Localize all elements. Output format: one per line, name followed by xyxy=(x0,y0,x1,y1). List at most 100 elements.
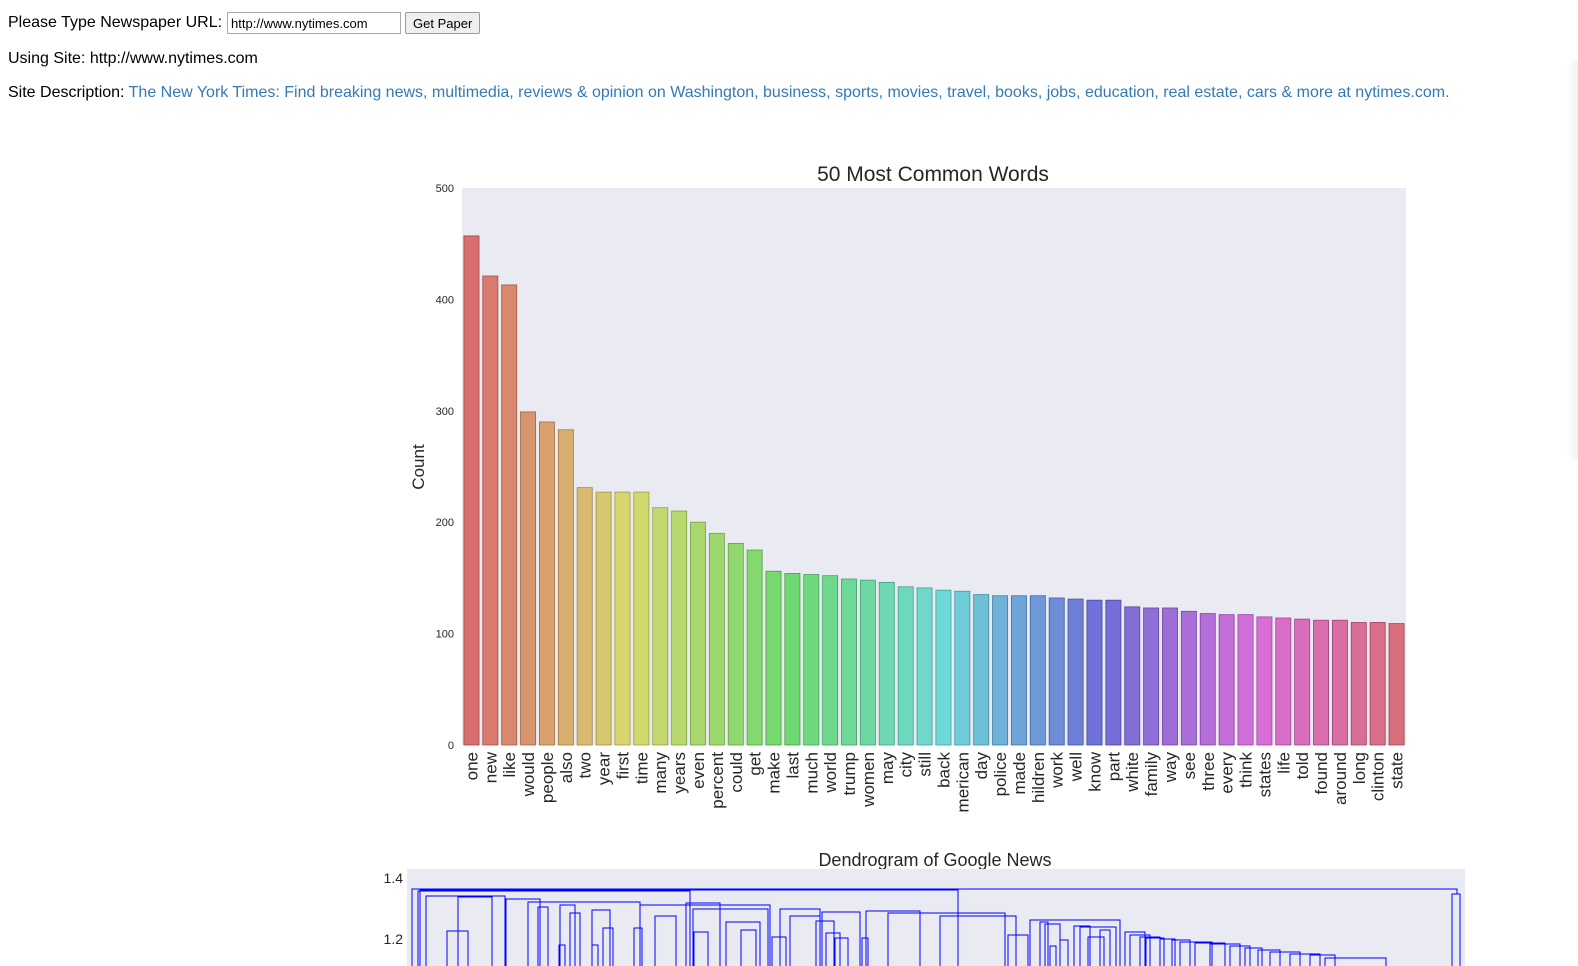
bar-x-tick-label: way xyxy=(1161,752,1180,784)
site-description-label: Site Description: xyxy=(8,84,125,101)
bar-found xyxy=(1313,619,1329,746)
dendrogram-link xyxy=(537,906,549,966)
bar-world xyxy=(822,575,839,746)
using-site-value: http://www.nytimes.com xyxy=(89,50,258,67)
bar-white xyxy=(1124,606,1141,746)
dendrogram-link xyxy=(558,944,566,966)
site-description-line: Site Description: The New York Times: Fi… xyxy=(8,84,1450,102)
bar-would xyxy=(520,411,537,746)
dendrogram-link xyxy=(527,901,641,966)
bar-three xyxy=(1199,613,1216,746)
dendrogram-link xyxy=(1451,893,1461,966)
dendrogram-link xyxy=(1007,934,1029,966)
dendrogram-link xyxy=(1179,941,1213,966)
dendrogram-link xyxy=(1039,921,1049,966)
bar-clinton xyxy=(1369,622,1386,746)
bar-x-tick-label: police xyxy=(991,752,1010,796)
bar-x-tick-label: merican xyxy=(953,752,972,812)
bar-x-tick-label: many xyxy=(651,752,670,794)
dendrogram-link xyxy=(1159,938,1176,966)
dendrogram-y-tick-label: 1.4 xyxy=(384,870,404,886)
dendrogram-link xyxy=(1171,939,1191,966)
dendrogram-links xyxy=(411,888,1461,966)
page-edge-shadow xyxy=(1566,60,1578,460)
bar-like xyxy=(501,284,518,746)
bar-x-tick-label: trump xyxy=(840,752,859,795)
dendrogram-link xyxy=(725,921,761,966)
dendrogram-y-tick-label: 1.2 xyxy=(384,931,404,947)
bar-work xyxy=(1048,597,1065,746)
dendrogram-link xyxy=(417,890,691,966)
bar-also xyxy=(557,429,574,746)
dendrogram-link xyxy=(861,937,869,966)
bar-think xyxy=(1237,614,1254,746)
bar-x-tick-label: world xyxy=(821,752,840,794)
get-paper-button[interactable]: Get Paper xyxy=(405,12,481,34)
dendrogram-link xyxy=(1139,936,1161,966)
bar-x-tick-label: also xyxy=(557,752,576,783)
dendrogram-link xyxy=(633,927,643,966)
bar-x-tick-label: still xyxy=(916,752,935,777)
bar-much xyxy=(803,574,820,746)
bar-get xyxy=(746,549,763,746)
dendrogram-title: Dendrogram of Google News xyxy=(818,850,1051,870)
bar-many xyxy=(652,507,669,746)
dendrogram-link xyxy=(505,898,541,966)
dendrogram-link xyxy=(1289,953,1321,966)
dendrogram-link xyxy=(825,932,841,966)
bar-x-tick-label: life xyxy=(1274,752,1293,774)
bar-well xyxy=(1067,598,1084,746)
using-site-label: Using Site: xyxy=(8,50,86,67)
url-input[interactable] xyxy=(227,12,402,34)
dendrogram-y-axis: 1.2 1.4 xyxy=(384,870,404,947)
dendrogram-plot-area xyxy=(407,869,1465,966)
bar-chart-y-label: Count xyxy=(409,444,428,490)
bar-two xyxy=(576,487,593,746)
bar-x-tick-label: even xyxy=(689,752,708,789)
bar-x-tick-label: city xyxy=(897,752,916,778)
dendrogram-link xyxy=(815,920,835,966)
bar-x-tick-label: found xyxy=(1312,752,1331,795)
dendrogram-link xyxy=(446,930,469,966)
dendrogram-link xyxy=(1209,943,1241,966)
bar-y-tick-label: 300 xyxy=(436,406,454,418)
bar-x-tick-label: much xyxy=(802,752,821,794)
bar-way xyxy=(1162,607,1178,746)
dendrogram-link xyxy=(834,937,849,966)
bar-even xyxy=(690,521,706,746)
bar-city xyxy=(897,586,914,746)
bar-y-tick-label: 200 xyxy=(436,517,454,529)
bar-x-tick-label: new xyxy=(481,751,500,783)
dendrogram-link xyxy=(740,929,757,966)
bar-children xyxy=(1029,595,1046,746)
bar-around xyxy=(1331,619,1348,746)
bar-every xyxy=(1218,614,1235,746)
dendrogram-link xyxy=(1087,936,1105,966)
bar-x-tick-label: day xyxy=(972,752,991,780)
dendrogram-link xyxy=(457,896,493,966)
dendrogram-link xyxy=(692,908,769,966)
bar-x-tick-label: well xyxy=(1067,752,1086,782)
bar-x-tick-label: like xyxy=(500,752,519,778)
dendrogram-link xyxy=(779,908,821,966)
dendrogram-link xyxy=(821,911,861,966)
bar-chart-bars xyxy=(463,235,1405,746)
dendrogram-link xyxy=(1124,931,1146,966)
bar-x-tick-label: white xyxy=(1123,752,1142,793)
dendrogram-link xyxy=(1059,939,1069,966)
bar-x-tick-label: first xyxy=(613,752,632,780)
dendrogram-link xyxy=(639,904,771,966)
dendrogram-link xyxy=(693,931,709,966)
bar-state xyxy=(1388,623,1405,746)
bar-percent xyxy=(708,532,725,746)
bar-x-tick-label: could xyxy=(727,752,746,793)
dendrogram-link xyxy=(411,888,1458,966)
bar-states xyxy=(1256,616,1273,746)
bar-family xyxy=(1143,607,1160,746)
dendrogram-link xyxy=(654,915,677,966)
dendrogram-link xyxy=(419,889,959,966)
dendrogram-link xyxy=(789,915,821,966)
dendrogram-link xyxy=(1073,925,1091,966)
bar-told xyxy=(1294,618,1311,746)
site-description-text: The New York Times: Find breaking news, … xyxy=(128,84,1450,101)
